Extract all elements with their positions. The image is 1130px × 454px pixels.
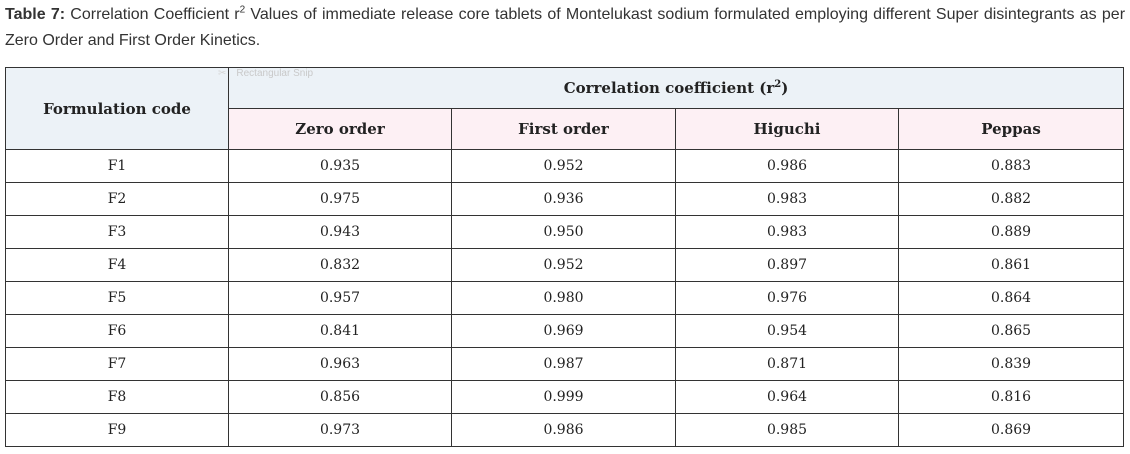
table-row: F6 0.841 0.969 0.954 0.865 (5, 314, 1125, 348)
cell-peppas: 0.839 (897, 347, 1125, 381)
cell-first-order: 0.969 (451, 314, 676, 348)
cell-formulation-code: F2 (5, 182, 229, 216)
scissors-icon: ✂ (218, 68, 227, 79)
cell-zero-order: 0.832 (228, 248, 452, 282)
snip-watermark: ✂ Rectangular Snip (218, 68, 388, 84)
header-formulation-code: Formulation code (5, 67, 229, 150)
cell-higuchi: 0.985 (675, 413, 899, 447)
cell-formulation-code: F5 (5, 281, 229, 315)
header-correlation-coefficient: Correlation coefficient (r2) (227, 67, 1125, 109)
cell-higuchi: 0.964 (675, 380, 899, 414)
cell-first-order: 0.952 (451, 149, 676, 183)
cell-first-order: 0.936 (451, 182, 676, 216)
header-peppas: Peppas (897, 108, 1125, 150)
cell-higuchi: 0.976 (675, 281, 899, 315)
cell-peppas: 0.882 (897, 182, 1125, 216)
cell-first-order: 0.999 (451, 380, 676, 414)
table-row: F4 0.832 0.952 0.897 0.861 (5, 248, 1125, 282)
cell-first-order: 0.987 (451, 347, 676, 381)
cell-first-order: 0.950 (451, 215, 676, 249)
table-caption: Table 7: Correlation Coefficient r2 Valu… (5, 2, 1125, 54)
cell-higuchi: 0.983 (675, 215, 899, 249)
cell-peppas: 0.889 (897, 215, 1125, 249)
caption-superscript: 2 (239, 4, 246, 16)
cell-first-order: 0.952 (451, 248, 676, 282)
cell-first-order: 0.986 (451, 413, 676, 447)
caption-text-end: Values of immediate release core tablets… (5, 6, 1126, 49)
table-row: F1 0.935 0.952 0.986 0.883 (5, 149, 1125, 183)
cell-formulation-code: F3 (5, 215, 229, 249)
watermark-text: Rectangular Snip (236, 68, 314, 79)
header-higuchi: Higuchi (675, 108, 899, 150)
cell-higuchi: 0.871 (675, 347, 899, 381)
cell-first-order: 0.980 (451, 281, 676, 315)
cell-zero-order: 0.975 (228, 182, 452, 216)
cell-peppas: 0.883 (897, 149, 1125, 183)
table-row: F9 0.973 0.986 0.985 0.869 (5, 413, 1125, 447)
cell-higuchi: 0.897 (675, 248, 899, 282)
header-group-close: ) (781, 79, 789, 97)
cell-higuchi: 0.983 (675, 182, 899, 216)
cell-formulation-code: F8 (5, 380, 229, 414)
caption-label: Table 7: (5, 6, 66, 23)
cell-zero-order: 0.935 (228, 149, 452, 183)
cell-peppas: 0.864 (897, 281, 1125, 315)
header-first-order: First order (451, 108, 676, 150)
header-group-text: Correlation coefficient (r (563, 79, 775, 97)
table-row: F2 0.975 0.936 0.983 0.882 (5, 182, 1125, 216)
cell-peppas: 0.861 (897, 248, 1125, 282)
cell-zero-order: 0.973 (228, 413, 452, 447)
cell-zero-order: 0.943 (228, 215, 452, 249)
cell-formulation-code: F9 (5, 413, 229, 447)
cell-zero-order: 0.963 (228, 347, 452, 381)
correlation-table: Formulation code Correlation coefficient… (5, 67, 1125, 447)
cell-formulation-code: F4 (5, 248, 229, 282)
cell-formulation-code: F6 (5, 314, 229, 348)
header-zero-order: Zero order (228, 108, 452, 150)
cell-higuchi: 0.954 (675, 314, 899, 348)
cell-peppas: 0.865 (897, 314, 1125, 348)
table-row: F8 0.856 0.999 0.964 0.816 (5, 380, 1125, 414)
cell-formulation-code: F7 (5, 347, 229, 381)
cell-zero-order: 0.841 (228, 314, 452, 348)
cell-zero-order: 0.957 (228, 281, 452, 315)
table-row: F3 0.943 0.950 0.983 0.889 (5, 215, 1125, 249)
caption-text-start: Correlation Coefficient r (70, 6, 240, 23)
table-row: F5 0.957 0.980 0.976 0.864 (5, 281, 1125, 315)
header-group-superscript: 2 (774, 79, 782, 90)
cell-zero-order: 0.856 (228, 380, 452, 414)
cell-higuchi: 0.986 (675, 149, 899, 183)
table-row: F7 0.963 0.987 0.871 0.839 (5, 347, 1125, 381)
cell-formulation-code: F1 (5, 149, 229, 183)
cell-peppas: 0.816 (897, 380, 1125, 414)
cell-peppas: 0.869 (897, 413, 1125, 447)
